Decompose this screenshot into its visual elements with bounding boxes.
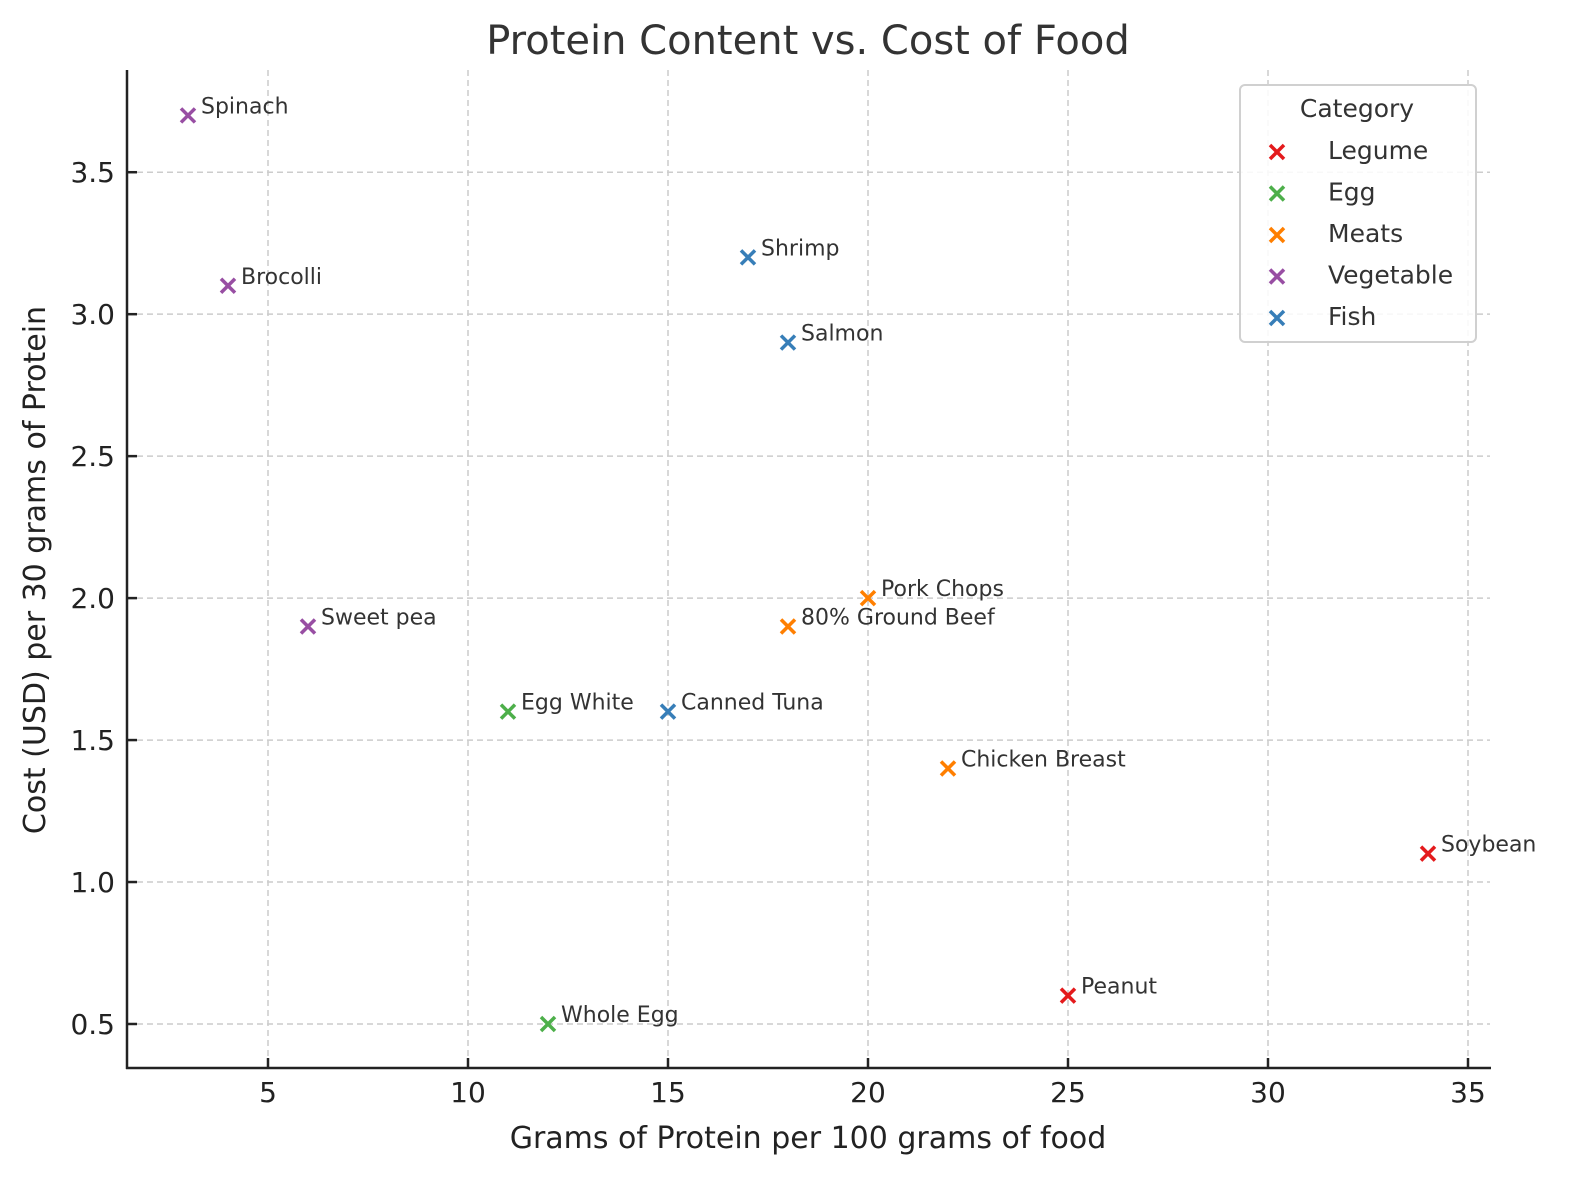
legend-entry: Legume [1268, 136, 1428, 165]
point-label: Peanut [1081, 975, 1157, 1000]
legend-entry: Vegetable [1268, 261, 1453, 290]
x-tick-label: 20 [850, 1076, 886, 1109]
legend-box [1239, 84, 1477, 343]
x-marker-icon [1419, 845, 1437, 862]
x-marker-icon [739, 249, 757, 266]
legend-entry-label: Egg [1328, 178, 1376, 207]
point-label: Salmon [801, 322, 883, 347]
legend-x-marker-icon [1268, 226, 1286, 244]
chart-title: Protein Content vs. Cost of Food [486, 18, 1130, 64]
point-label: Spinach [201, 94, 289, 119]
point-label: Whole Egg [561, 1003, 679, 1028]
x-marker-icon [659, 703, 677, 720]
scatter-point: Salmon [779, 322, 883, 351]
y-tick-label: 1.0 [70, 866, 115, 899]
x-marker-icon [499, 703, 517, 720]
y-axis-label: Cost (USD) per 30 grams of Protein [18, 306, 53, 834]
x-tick-label: 5 [259, 1076, 277, 1109]
y-tick-label: 2.5 [70, 440, 115, 473]
legend: Category Legume Egg Meats Vegetable Fish [1239, 84, 1477, 343]
scatter-point: Pork Chops [859, 577, 1004, 607]
legend-entry: Egg [1268, 178, 1376, 207]
y-tick-label: 0.5 [70, 1008, 115, 1041]
data-points: Spinach Brocolli Sweet pea Shrimp Salmon Cann… [179, 94, 1536, 1033]
x-marker-icon [939, 760, 957, 777]
x-marker-icon [779, 334, 797, 351]
point-label: Soybean [1441, 833, 1536, 858]
legend-x-marker-icon [1268, 268, 1286, 285]
legend-x-marker-icon [1268, 143, 1286, 161]
point-label: Sweet pea [321, 605, 437, 630]
legend-entry-label: Fish [1328, 302, 1376, 331]
point-label: Pork Chops [881, 577, 1004, 602]
point-label: Canned Tuna [681, 691, 824, 716]
legend-entry-label: Legume [1328, 136, 1428, 165]
point-label: 80% Ground Beef [801, 605, 996, 630]
legend-entry-label: Vegetable [1328, 261, 1453, 290]
legend-x-marker-icon [1268, 185, 1286, 202]
x-axis-label: Grams of Protein per 100 grams of food [510, 1121, 1107, 1156]
x-tick-label: 35 [1450, 1076, 1486, 1109]
scatter-point: Brocolli [219, 265, 322, 295]
y-tick-label: 1.5 [70, 724, 115, 757]
legend-entry: Fish [1268, 302, 1376, 331]
point-label: Chicken Breast [961, 747, 1126, 772]
scatter-point: Egg White [499, 691, 634, 720]
legend-entry: Meats [1268, 219, 1403, 248]
scatter-point: Chicken Breast [939, 747, 1126, 777]
scatter-point: Sweet pea [299, 605, 437, 635]
scatter-point: 80% Ground Beef [779, 605, 996, 635]
y-tick-label: 2.0 [70, 582, 115, 615]
x-tick-label: 15 [650, 1076, 686, 1109]
scatter-point: Soybean [1419, 833, 1536, 862]
scatter-point: Shrimp [739, 236, 839, 266]
scatter-point: Whole Egg [539, 1003, 679, 1033]
x-marker-icon [539, 1015, 557, 1033]
x-tick-label: 10 [450, 1076, 486, 1109]
x-marker-icon [179, 107, 197, 124]
point-label: Shrimp [761, 236, 839, 261]
x-marker-icon [779, 618, 797, 635]
x-marker-icon [859, 589, 877, 607]
x-tick-label: 25 [1050, 1076, 1086, 1109]
x-marker-icon [219, 277, 237, 295]
legend-x-marker-icon [1268, 309, 1286, 327]
axes-spines [125, 70, 1491, 1070]
scatter-point: Canned Tuna [659, 691, 824, 720]
x-marker-icon [1059, 987, 1077, 1004]
y-tick-label: 3.5 [70, 156, 115, 189]
y-tick-label: 3.0 [70, 298, 115, 331]
x-tick-label: 30 [1250, 1076, 1286, 1109]
ticks: 5 10 15 20 25 30 35 0.5 1.0 1.5 2.0 2.5 3.0 3.5 [70, 156, 1485, 1109]
scatter-point: Peanut [1059, 975, 1157, 1004]
x-marker-icon [299, 618, 317, 635]
point-label: Egg White [521, 691, 634, 716]
point-label: Brocolli [241, 265, 322, 290]
legend-title: Category [1300, 94, 1414, 123]
scatter-point: Spinach [179, 94, 289, 124]
legend-entry-label: Meats [1328, 219, 1403, 248]
